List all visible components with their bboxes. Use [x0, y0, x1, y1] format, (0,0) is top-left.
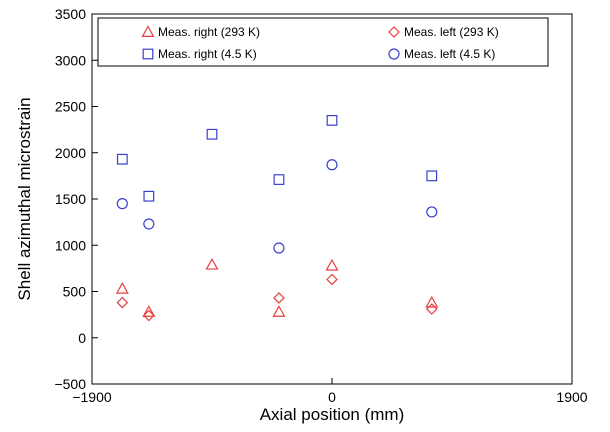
y-tick-label: 2000 — [55, 145, 86, 161]
data-point-circle — [116, 198, 128, 210]
legend-label: Meas. left (293 K) — [404, 25, 499, 39]
legend-marker-circle — [388, 48, 400, 60]
data-point-triangle — [272, 305, 286, 317]
data-point-square — [206, 128, 218, 140]
data-point-diamond — [425, 303, 438, 315]
y-tick-label: 0 — [78, 330, 86, 346]
legend-marker-triangle — [141, 25, 155, 38]
x-tick-label: 0 — [328, 389, 336, 405]
data-point-square — [426, 170, 438, 182]
data-point-triangle — [425, 295, 439, 308]
data-point-square — [273, 174, 285, 185]
data-point-triangle — [142, 305, 156, 317]
legend-label: Meas. left (4.5 K) — [404, 47, 495, 61]
y-axis-label: Shell azimuthal microstrain — [15, 97, 34, 300]
plot-frame — [91, 13, 573, 385]
data-point-circle — [273, 242, 285, 254]
y-tick-label: 1500 — [55, 191, 86, 207]
data-point-circle — [326, 159, 338, 171]
data-point-diamond — [142, 309, 155, 322]
legend-label: Meas. right (293 K) — [158, 25, 260, 39]
data-point-diamond — [326, 273, 338, 286]
data-point-triangle — [205, 257, 219, 270]
data-point-triangle — [325, 258, 339, 271]
data-point-diamond — [116, 296, 129, 309]
legend-box — [97, 17, 549, 67]
legend-marker-square — [142, 48, 154, 60]
legend-label: Meas. right (4.5 K) — [158, 47, 257, 61]
x-tick-label: 1900 — [556, 389, 587, 405]
data-point-square — [116, 153, 128, 165]
x-tick-label: −1900 — [72, 389, 112, 405]
y-tick-label: 1000 — [55, 237, 86, 253]
data-points — [115, 114, 439, 322]
data-point-square — [143, 190, 155, 202]
y-tick-label: 3500 — [55, 6, 86, 22]
axes: −500 0 500 1000 1500 2000 2500 3000 3500 −1900 0 19… — [54, 6, 587, 405]
data-point-triangle — [115, 281, 129, 294]
y-tick-label: −500 — [54, 376, 86, 392]
data-point-diamond — [273, 292, 285, 304]
y-tick-label: 500 — [63, 284, 87, 300]
y-tick-label: 3000 — [55, 52, 86, 68]
data-point-square — [326, 114, 338, 126]
data-point-circle — [426, 206, 438, 218]
x-axis-label: Axial position (mm) — [260, 405, 405, 424]
legend: Meas. right (293 K) Meas. left (293 K) Mea… — [97, 17, 549, 67]
legend-marker-diamond — [388, 26, 400, 38]
y-tick-label: 2500 — [55, 99, 86, 115]
data-point-circle — [143, 218, 155, 230]
